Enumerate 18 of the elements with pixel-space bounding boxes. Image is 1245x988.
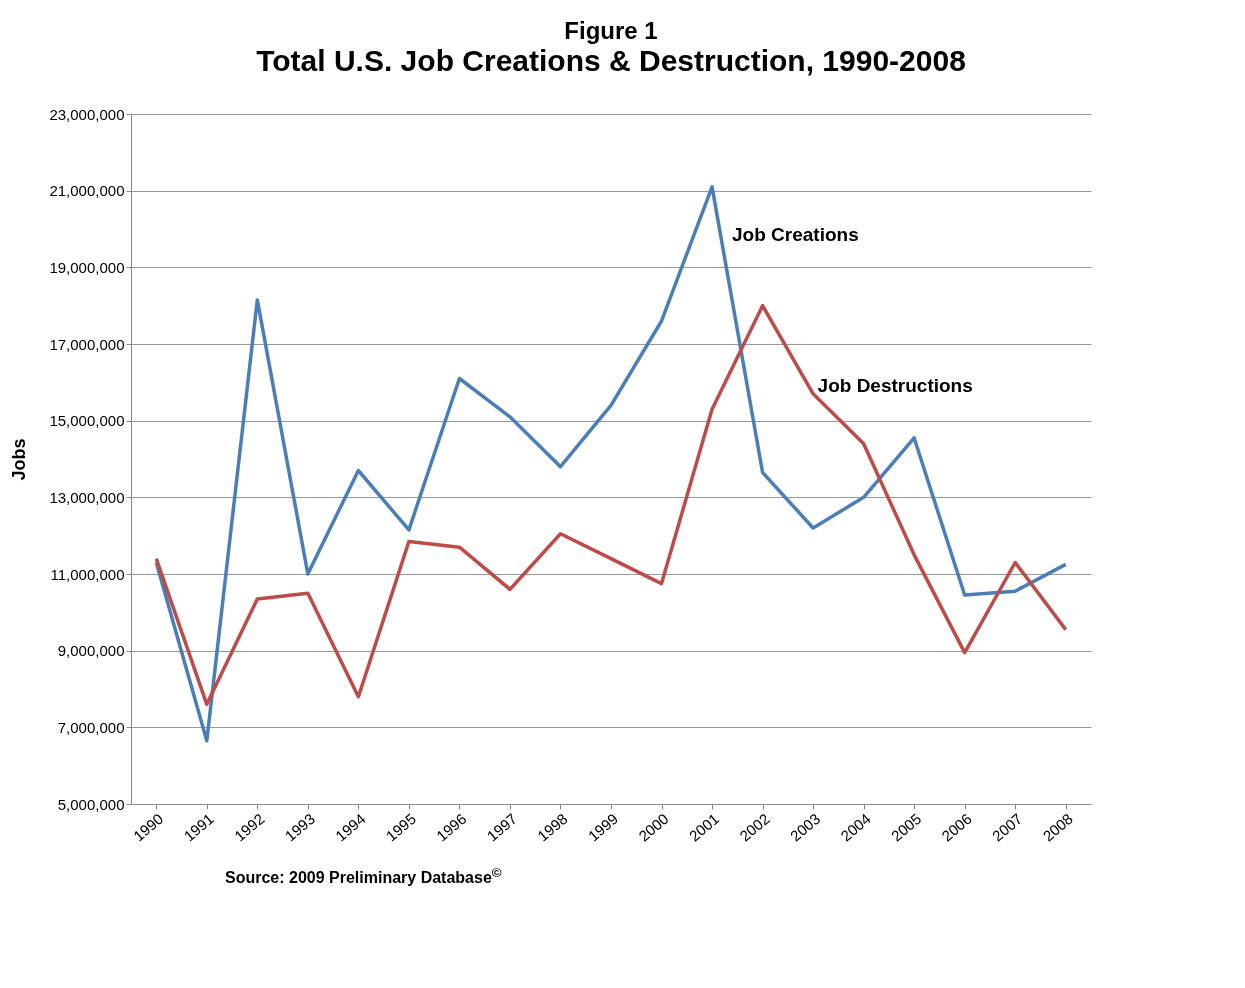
series-label: Job Destructions: [817, 374, 973, 396]
y-tick-label: 21,000,000: [49, 182, 125, 200]
y-tick-label: 15,000,000: [49, 412, 125, 430]
y-tick-label: 9,000,000: [57, 642, 125, 660]
y-tick-label: 7,000,000: [57, 718, 125, 736]
line-series: [154, 185, 1068, 743]
y-axis-title: Jobs: [9, 438, 30, 481]
line-series: [154, 303, 1068, 707]
y-tick-label: 19,000,000: [49, 258, 125, 276]
chart-title: Figure 1: [564, 17, 658, 44]
y-tick-label: 17,000,000: [49, 335, 125, 353]
y-tick-label: 13,000,000: [49, 488, 125, 506]
y-tick-label: 11,000,000: [50, 565, 125, 583]
chart-subtitle: Total U.S. Job Creations & Destruction, 1990-2008: [256, 44, 966, 77]
source-note: Source: 2009 Preliminary Database$^{©}$: [225, 865, 503, 888]
y-tick-label: 23,000,000: [49, 105, 125, 123]
series-label: Job Creations: [732, 223, 859, 245]
y-tick-label: 5,000,000: [57, 795, 125, 813]
